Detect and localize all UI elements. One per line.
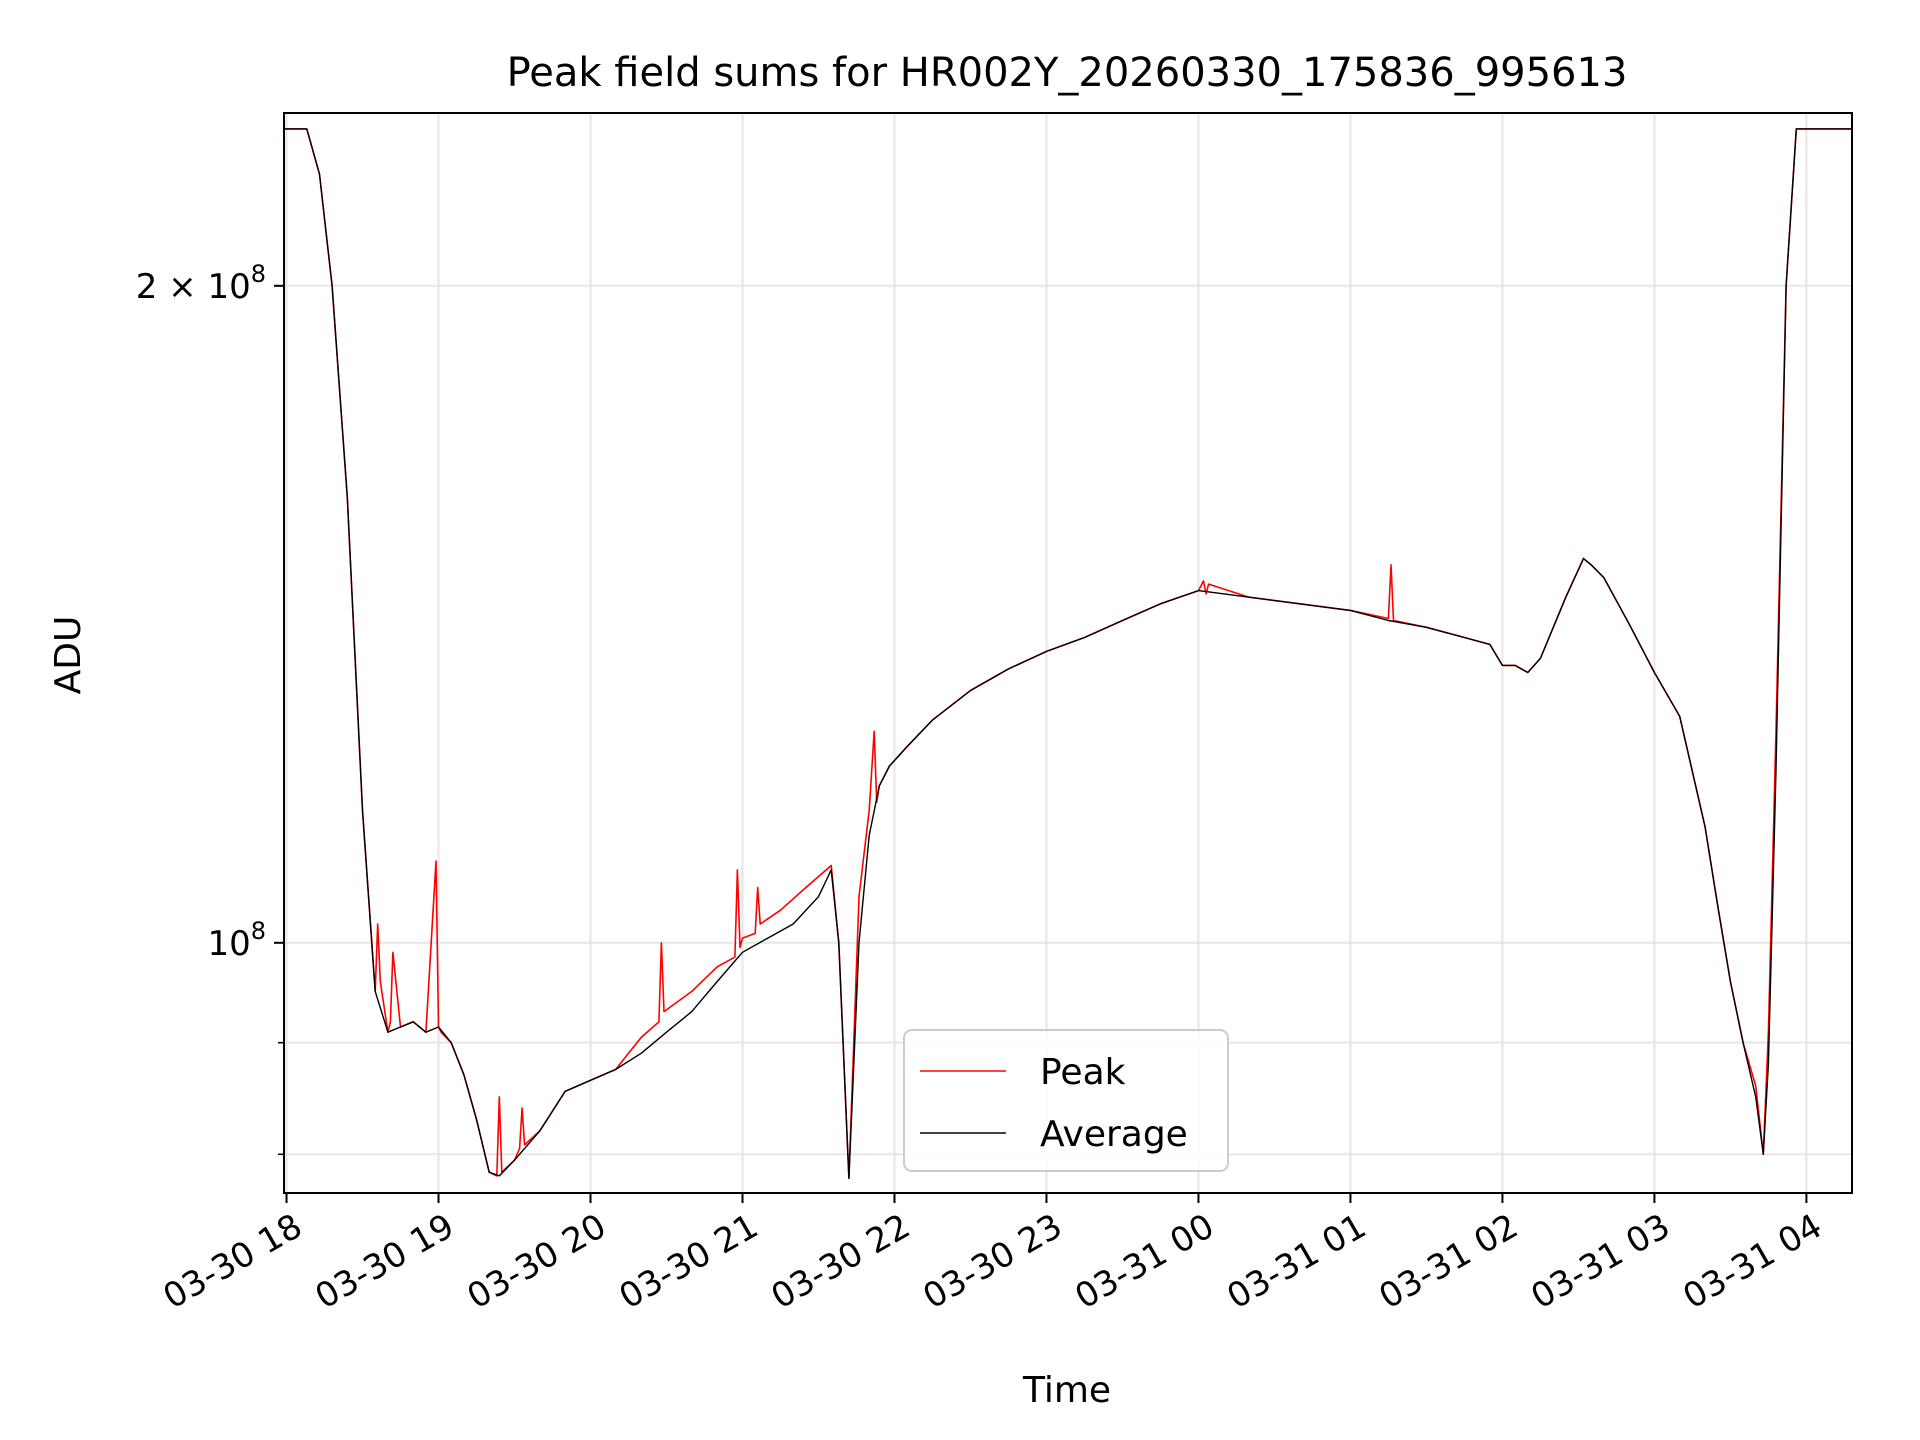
- plot-frame: [283, 112, 1853, 1194]
- legend-label-average: Average: [1040, 1114, 1188, 1155]
- y-axis-label: ADU: [48, 616, 89, 695]
- chart-title: Peak field sums for HR002Y_20260330_1758…: [507, 50, 1628, 96]
- legend-label-peak: Peak: [1040, 1052, 1126, 1093]
- y-tick-label: 2 × 108: [136, 260, 266, 307]
- x-axis-label: Time: [1022, 1370, 1111, 1411]
- series-line-average: [284, 128, 1852, 1180]
- y-tick-label: 108: [207, 917, 266, 964]
- legend-box: [903, 1029, 1229, 1172]
- legend: Peak Average: [903, 1029, 1229, 1172]
- series-lines: [284, 128, 1852, 1180]
